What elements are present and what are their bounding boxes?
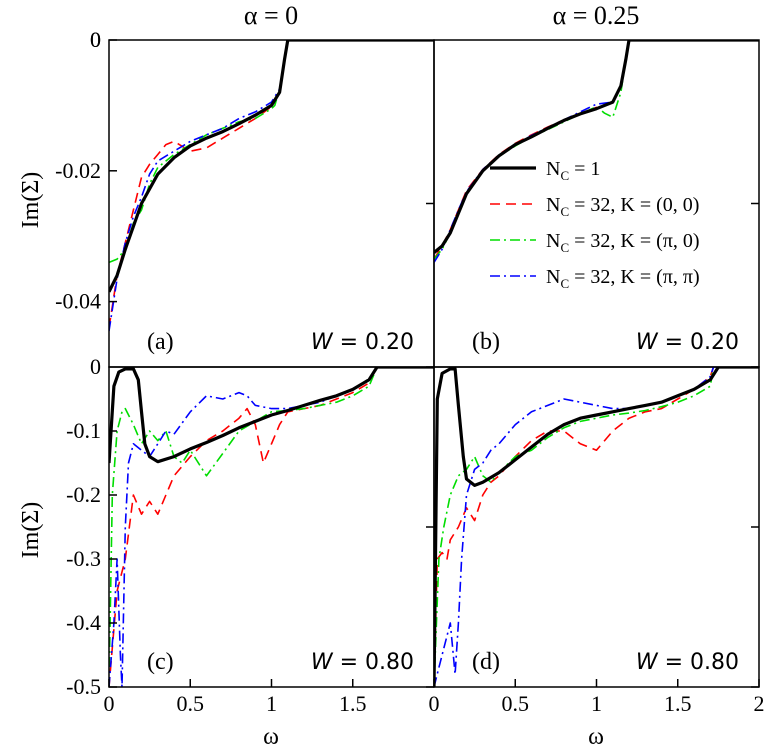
disorder-symbol: W	[311, 330, 334, 355]
series-line-a-2	[109, 40, 434, 264]
x-tick-label: 1	[591, 691, 602, 716]
series-line-b-2	[434, 40, 759, 260]
series-line-c-0	[109, 367, 434, 464]
y-axis-title-bottom: Im(Σ)	[18, 502, 44, 559]
panel-tag-a: (a)	[147, 329, 174, 355]
series-line-d-1	[434, 367, 759, 687]
series-line-b-1	[434, 40, 759, 260]
series-line-c-1	[109, 367, 434, 687]
disorder-label-a: W = 0.20	[311, 330, 414, 355]
panel-tag-d: (d)	[472, 649, 500, 675]
y-tick-label: -0.02	[55, 158, 101, 183]
panel-c: -0.1-0.2-0.3-0.4-0.500 0.5 1 1.5(c) W = 0.80	[66, 354, 435, 716]
y-tick-label: -0.04	[55, 289, 101, 314]
x-tick-label: 2	[754, 691, 765, 716]
x-tick-label: 1.5	[339, 691, 367, 716]
legend-label-3: NC = 32, K = (π, π)	[546, 266, 700, 291]
disorder-value: = 0.80	[333, 650, 414, 675]
disorder-value: = 0.20	[658, 330, 739, 355]
x-tick-label: 0.5	[502, 691, 530, 716]
disorder-symbol: W	[311, 650, 334, 675]
y-tick-label-zero: 0	[90, 27, 101, 52]
disorder-label-b: W = 0.20	[636, 330, 739, 355]
panel-frame-a	[108, 39, 435, 368]
y-tick-label: -0.3	[66, 546, 101, 571]
disorder-value: = 0.20	[333, 330, 414, 355]
panel-tag-b: (b)	[472, 329, 500, 355]
x-tick-label: 0.5	[177, 691, 205, 716]
series-line-c-2	[109, 367, 434, 687]
y-tick-label-zero: 0	[90, 354, 101, 379]
x-tick-label: 1	[266, 691, 277, 716]
x-tick-label: 1.5	[664, 691, 692, 716]
y-tick-label: -0.4	[66, 610, 101, 635]
y-tick-label: -0.1	[66, 418, 101, 443]
disorder-value: = 0.80	[658, 650, 739, 675]
y-tick-label: -0.5	[66, 674, 101, 699]
legend-label-1: NC = 32, K = (0, 0)	[546, 194, 699, 219]
series-line-a-0	[109, 40, 434, 293]
panel-tag-c: (c)	[147, 649, 174, 675]
y-tick-label: 0	[90, 27, 101, 52]
series-line-a-3	[109, 40, 434, 332]
legend: NC = 1 NC = 32, K = (0, 0) NC = 32, K = (π…	[490, 158, 700, 291]
panel-a: 0-0.02-0.040(a) W = 0.20	[55, 27, 435, 368]
x-tick-label: 0	[429, 691, 440, 716]
column-title-alpha-0.25: α = 0.25	[553, 1, 640, 30]
disorder-symbol: W	[636, 650, 659, 675]
series-line-a-1	[109, 40, 434, 328]
panel-d: 0 0.5 1 1.5 2 (d) W = 0.80	[429, 366, 765, 716]
x-axis-title-left: ω	[263, 724, 279, 749]
y-axis-title-top: Im(Σ)	[18, 172, 44, 229]
legend-label-0: NC = 1	[546, 158, 600, 183]
x-tick-label: 0	[104, 691, 115, 716]
column-title-alpha-0: α = 0	[244, 1, 298, 30]
legend-label-2: NC = 32, K = (π, 0)	[546, 230, 700, 255]
disorder-label-d: W = 0.80	[636, 650, 739, 675]
series-line-d-0	[434, 367, 759, 687]
series-line-d-2	[434, 367, 759, 687]
x-axis-title-right: ω	[588, 724, 604, 749]
y-tick-label: -0.2	[66, 482, 101, 507]
disorder-label-c: W = 0.80	[311, 650, 414, 675]
series-line-b-0	[434, 40, 759, 254]
disorder-symbol: W	[636, 330, 659, 355]
panel-b: (b) W = 0.20	[433, 39, 760, 368]
